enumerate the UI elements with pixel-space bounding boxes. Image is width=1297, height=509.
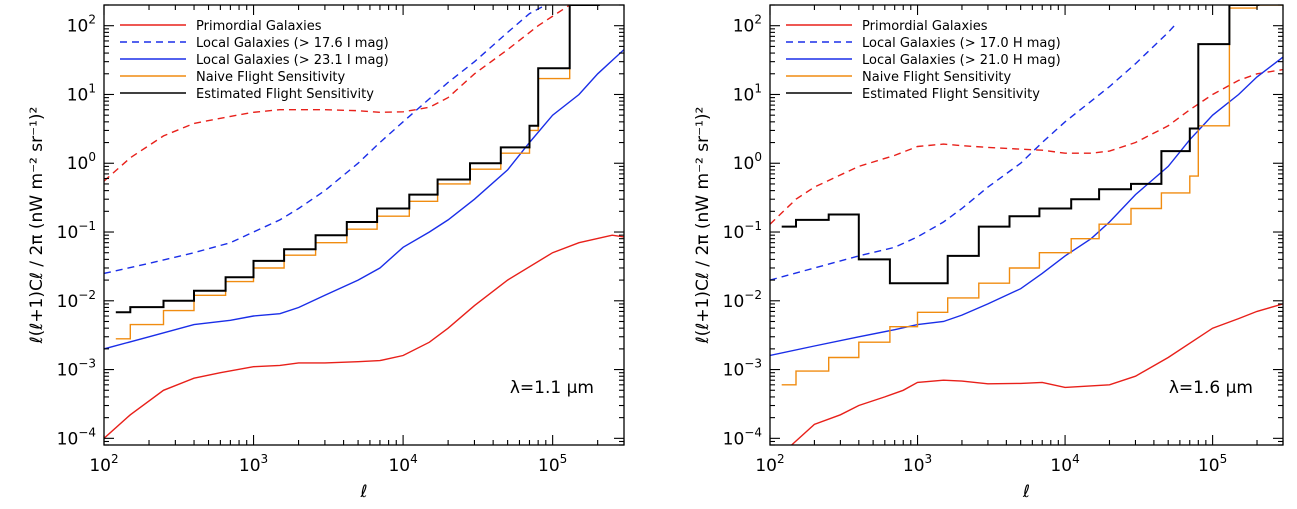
series-line-primordial (791, 303, 1283, 445)
legend-label: Estimated Flight Sensitivity (862, 87, 1040, 102)
legend: Primordial Galaxies Local Galaxies (> 17.… (786, 19, 1061, 102)
x-tick-label: 104 (1050, 452, 1079, 476)
y-tick-label: 10−4 (57, 425, 96, 449)
series-line-primordial_dashed (770, 68, 1283, 225)
legend-label: Primordial Galaxies (862, 19, 988, 34)
x-tick-label: 105 (1198, 452, 1227, 476)
legend-label: Local Galaxies (> 23.1 I mag) (196, 53, 389, 68)
y-tick-label: 100 (733, 150, 762, 174)
x-tick-label: 105 (538, 452, 567, 476)
series-group (104, 5, 624, 439)
y-axis-label: ℓ(ℓ+1)Cℓ / 2π (nW m⁻² sr⁻¹)² (27, 107, 47, 345)
series-line-local_bright (770, 25, 1175, 281)
x-axis-label: ℓ (1022, 482, 1030, 502)
series-line-estimated (781, 5, 1260, 285)
legend-label: Local Galaxies (> 17.6 I mag) (196, 36, 389, 51)
legend-label: Local Galaxies (> 21.0 H mag) (862, 53, 1061, 68)
chart-panel-1: 102 103 104 105 10−4 10−3 10−2 10−1 100 101 102 ℓ ℓ(… (27, 4, 625, 502)
y-tick-label: 10−4 (723, 425, 762, 449)
wavelength-annotation: λ=1.1 μm (510, 378, 594, 398)
y-tick-label: 102 (67, 13, 96, 37)
x-tick-label: 104 (388, 452, 417, 476)
y-tick-label: 10−2 (57, 288, 96, 312)
y-tick-label: 10−3 (723, 357, 762, 381)
x-tick-label: 103 (239, 452, 268, 476)
series-line-local_faint (770, 56, 1283, 357)
series-line-estimated (115, 5, 600, 314)
legend: Primordial Galaxies Local Galaxies (> 17.… (120, 19, 389, 102)
y-axis-label: ℓ(ℓ+1)Cℓ / 2π (nW m⁻² sr⁻¹)² (693, 107, 713, 345)
y-tick-label: 101 (67, 81, 96, 105)
x-tick-label: 102 (89, 452, 118, 476)
legend-label: Primordial Galaxies (196, 19, 322, 34)
x-tick-label: 103 (903, 452, 932, 476)
x-tick-label: 102 (755, 452, 784, 476)
y-tick-label: 10−3 (57, 357, 96, 381)
series-line-local_faint (104, 49, 624, 350)
legend-label: Naive Flight Sensitivity (862, 70, 1012, 85)
y-tick-label: 101 (733, 81, 762, 105)
y-tick-label: 100 (67, 150, 96, 174)
plot-frame (769, 4, 1284, 446)
legend-label: Naive Flight Sensitivity (196, 70, 346, 85)
series-line-local_bright (104, 5, 547, 275)
y-tick-label: 10−1 (57, 219, 96, 243)
plot-frame (103, 4, 625, 446)
y-tick-label: 10−1 (723, 219, 762, 243)
y-tick-label: 102 (733, 13, 762, 37)
x-axis-label: ℓ (359, 482, 367, 502)
chart-panel-2: 102 103 104 105 10−4 10−3 10−2 10−1 100 101 102 ℓ ℓ(… (693, 4, 1284, 502)
series-line-naive (781, 5, 1283, 386)
legend-label: Estimated Flight Sensitivity (196, 87, 374, 102)
y-tick-label: 10−2 (723, 288, 762, 312)
wavelength-annotation: λ=1.6 μm (1169, 378, 1253, 398)
series-line-primordial (104, 234, 624, 439)
legend-label: Local Galaxies (> 17.0 H mag) (862, 36, 1061, 51)
series-group (770, 5, 1283, 445)
series-line-primordial_dashed (104, 5, 571, 182)
